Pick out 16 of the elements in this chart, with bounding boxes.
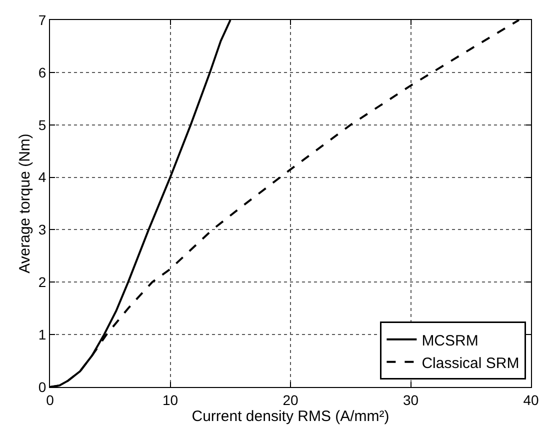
- y-tick-label: 1: [38, 326, 46, 342]
- y-tick-label: 2: [38, 274, 46, 290]
- x-tick-label: 40: [523, 392, 539, 408]
- y-tick-label: 6: [38, 64, 46, 80]
- y-tick-label: 4: [38, 169, 46, 186]
- x-axis-title: Current density RMS (A/mm²): [192, 408, 390, 425]
- y-tick-label: 5: [38, 116, 46, 133]
- y-tick-label: 3: [38, 222, 46, 238]
- y-tick-label: 7: [38, 12, 46, 28]
- x-tick-label: 30: [402, 392, 419, 408]
- legend-label: Classical SRM: [422, 354, 520, 372]
- y-tick-label: 0: [38, 378, 46, 395]
- x-tick-label: 10: [162, 392, 178, 408]
- y-axis-title: Average torque (Nm): [16, 134, 34, 274]
- x-tick-label: 20: [282, 392, 298, 408]
- legend-label: MCSRM: [422, 332, 478, 350]
